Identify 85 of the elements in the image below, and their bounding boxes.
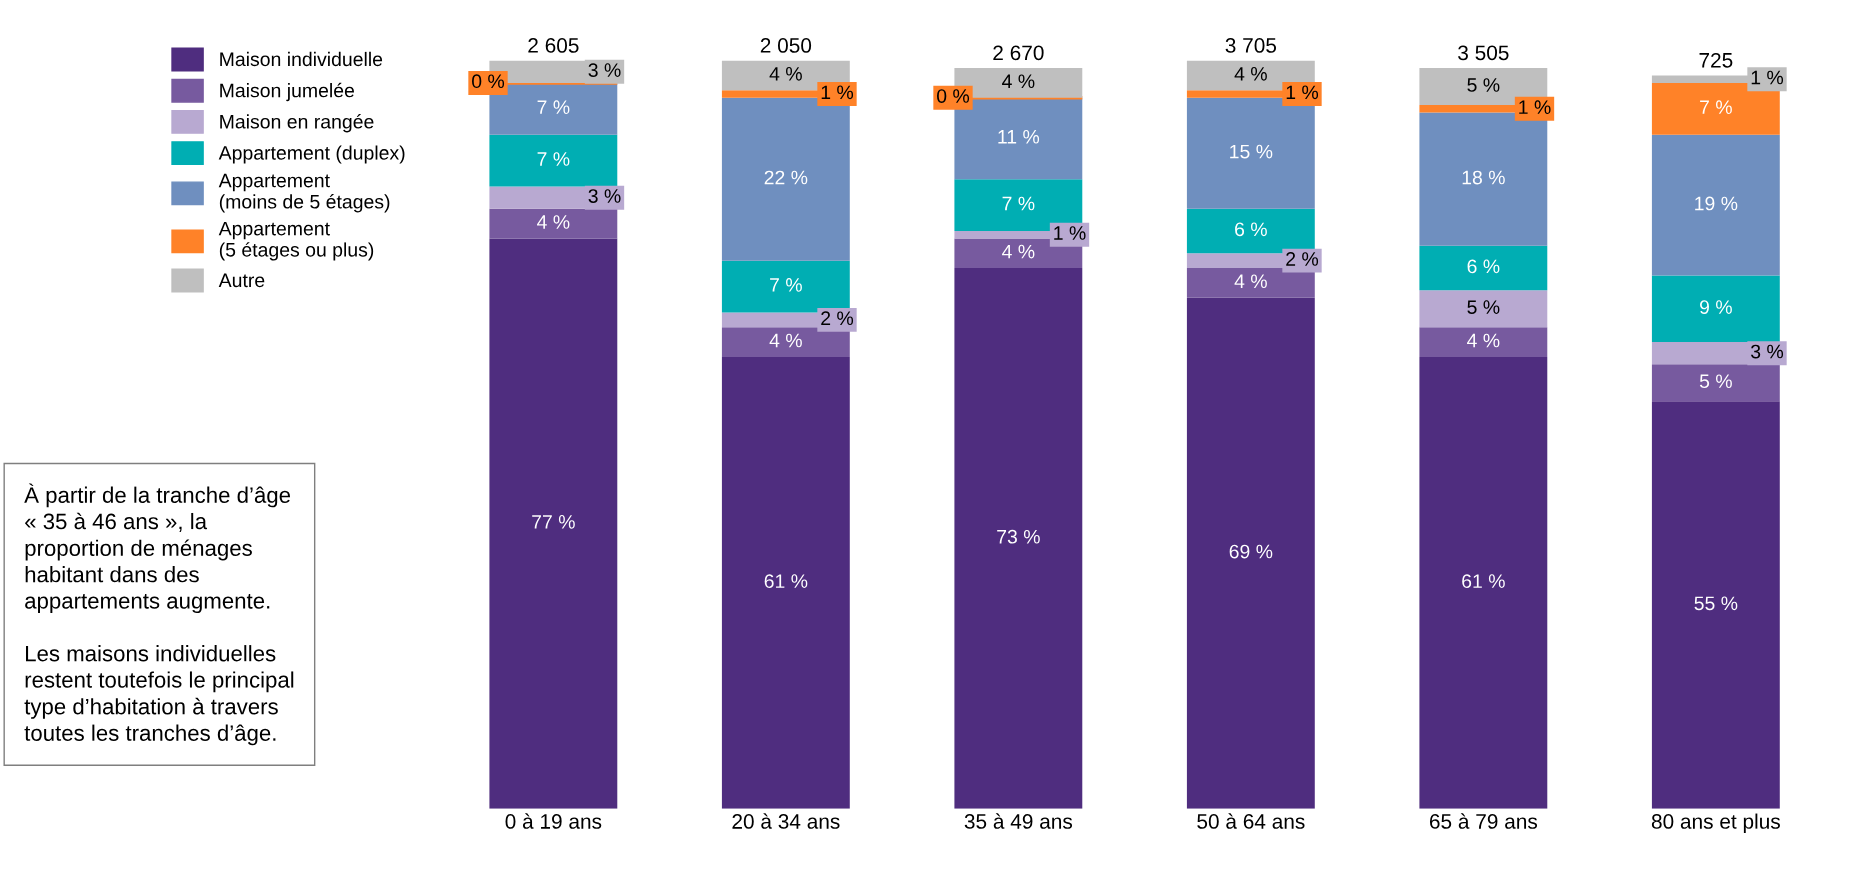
data-label: 4 % (1002, 74, 1035, 89)
data-label: 22 % (764, 170, 808, 185)
text: Les maisons individuelles restent toutefois le principal type d’habitation à travers toutes les tranches d’âge. (24, 645, 294, 746)
bar (489, 208, 618, 239)
x-tick-label: 65 à 79 ans (1429, 813, 1538, 829)
data-label: 4 % (1234, 67, 1267, 81)
data-label: 1 % (1286, 85, 1319, 100)
data-label: 69 % (1229, 544, 1273, 559)
annotation: 2 050 (760, 38, 812, 53)
annotation: 2 605 (528, 38, 579, 53)
data-label: 3 % (588, 63, 621, 78)
legend-label: Appartement (5 étages ou plus) (218, 221, 374, 261)
data-label: 2 % (821, 311, 854, 326)
bar (954, 268, 1083, 809)
bar (721, 356, 850, 809)
legend-label: Autre (218, 273, 265, 288)
bar (1651, 364, 1780, 402)
bar (954, 238, 1083, 269)
data-label: 6 % (1467, 259, 1500, 274)
data-label: 7 % (1002, 196, 1035, 211)
legend-label: Maison jumelée (220, 82, 354, 102)
bar (1186, 97, 1315, 209)
data-label: 5 % (1467, 78, 1500, 92)
data-label: 1 % (1054, 226, 1086, 240)
data-label: 4 % (769, 67, 802, 81)
data-label: 1 % (1519, 100, 1551, 114)
text: À partir de la tranche d’âge « 35 à 46 ans », la proportion de ménages habitant dans des appartements augmente. (24, 483, 291, 614)
data-label: 77 % (532, 515, 575, 529)
data-label: 18 % (1462, 170, 1505, 185)
data-label: 5 % (1699, 374, 1732, 389)
data-label: 55 % (1694, 596, 1738, 611)
bar (721, 97, 850, 261)
x-tick-label: 0 à 19 ans (505, 813, 602, 829)
bar (1651, 401, 1780, 809)
legend-label: Maison en rangée (220, 114, 374, 133)
annotation: 3 505 (1458, 45, 1509, 61)
bar (721, 260, 850, 313)
bar (1419, 245, 1548, 291)
data-label: 2 % (1286, 252, 1319, 266)
legend-label: Appartement (moins de 5 étages) (218, 173, 390, 213)
x-tick-label: 20 à 34 ans (732, 813, 840, 829)
data-label: 9 % (1700, 300, 1732, 314)
legend-label: Appartement (duplex) (218, 145, 405, 164)
data-label: 7 % (537, 152, 570, 166)
x-tick-label: 35 à 49 ans (964, 813, 1073, 829)
data-label: 7 % (1700, 100, 1732, 114)
data-label: 4 % (1467, 333, 1500, 348)
annotation: 725 (1699, 52, 1733, 68)
bar (1419, 290, 1548, 328)
data-label: 4 % (769, 333, 802, 348)
data-label: 0 % (937, 89, 970, 103)
data-label: 19 % (1695, 196, 1738, 211)
bar (721, 327, 850, 357)
legend-label: Maison individuelle (220, 51, 383, 67)
bar (1419, 112, 1548, 246)
x-tick-label: 80 ans et plus (1651, 813, 1780, 833)
bar (1186, 208, 1315, 254)
bar (1651, 134, 1780, 276)
data-label: 73 % (997, 529, 1040, 544)
data-label: 3 % (588, 189, 621, 203)
bar (1419, 327, 1548, 357)
data-label: 4 % (1002, 244, 1035, 259)
data-label: 1 % (1751, 70, 1784, 85)
data-label: 4 % (1234, 274, 1267, 289)
annotation: 2 670 (993, 45, 1044, 61)
bar (489, 238, 618, 809)
data-label: 0 % (472, 74, 505, 89)
data-label: 5 % (1467, 300, 1500, 314)
bar (1419, 356, 1548, 809)
data-label: 61 % (1462, 574, 1505, 589)
data-label: 7 % (537, 100, 570, 114)
data-label: 3 % (1750, 344, 1784, 359)
data-label: 4 % (537, 215, 570, 229)
data-label: 6 % (1235, 222, 1267, 237)
data-label: 7 % (770, 278, 802, 292)
bar (489, 134, 618, 187)
bar (1186, 268, 1315, 298)
data-label: 11 % (998, 129, 1040, 144)
bar (1186, 297, 1315, 809)
bar (1651, 275, 1780, 343)
data-label: 61 % (764, 574, 808, 589)
x-tick-label: 50 à 64 ans (1197, 813, 1305, 829)
annotation: 3 705 (1225, 38, 1277, 53)
data-label: 1 % (821, 85, 854, 100)
data-label: 15 % (1230, 144, 1273, 159)
